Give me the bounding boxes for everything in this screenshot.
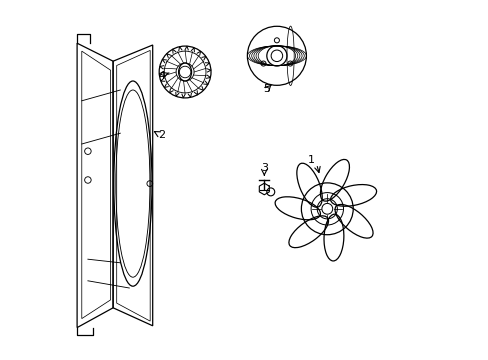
Text: 5: 5 [263, 84, 270, 94]
Text: 4: 4 [158, 71, 165, 81]
Text: 3: 3 [260, 163, 267, 174]
Text: 2: 2 [158, 130, 165, 140]
Text: 1: 1 [307, 155, 314, 165]
